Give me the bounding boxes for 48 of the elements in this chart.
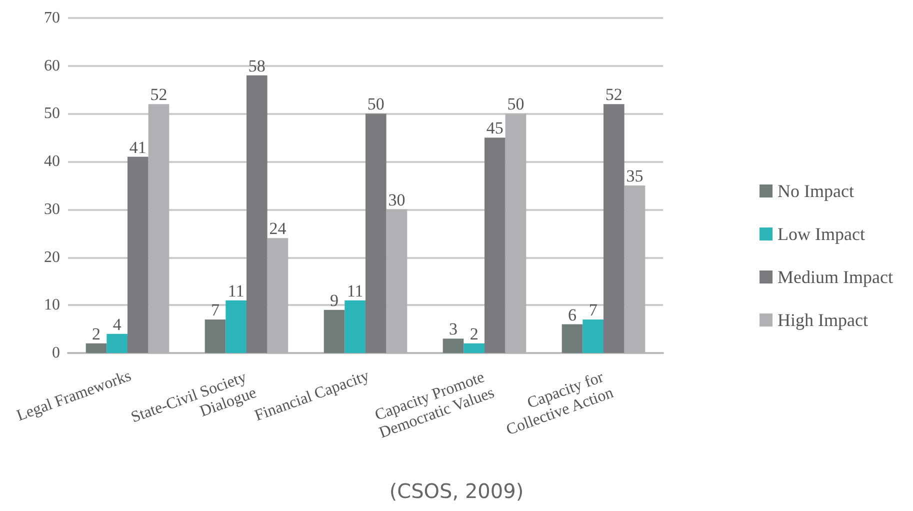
data-label: 52 — [150, 85, 168, 104]
data-label: 2 — [92, 324, 101, 344]
bar — [226, 300, 246, 353]
data-label: 11 — [228, 281, 244, 300]
legend-label: No Impact — [778, 181, 854, 201]
data-label: 7 — [588, 300, 598, 320]
data-label: 58 — [248, 56, 266, 76]
data-label: 41 — [129, 138, 146, 157]
data-label: 9 — [330, 290, 339, 310]
bar — [604, 104, 624, 353]
data-label: 7 — [211, 300, 220, 320]
y-tick-label: 70 — [44, 10, 60, 26]
bar — [246, 75, 268, 353]
data-label: 3 — [449, 320, 458, 339]
bar — [484, 138, 506, 353]
data-label: 35 — [626, 166, 644, 186]
bar — [128, 156, 148, 353]
data-label: 6 — [568, 305, 577, 324]
bar — [442, 338, 464, 353]
y-tick-label: 50 — [44, 105, 60, 122]
data-label: 45 — [486, 118, 504, 138]
y-tick-label: 20 — [44, 248, 60, 266]
bar — [366, 114, 386, 353]
y-tick-label: 0 — [52, 344, 60, 362]
bar — [106, 334, 128, 353]
bar — [464, 343, 484, 353]
data-label: 52 — [605, 85, 622, 104]
data-label: 30 — [388, 190, 406, 210]
bar — [582, 320, 604, 353]
text: (CSOS, 2009) — [389, 479, 524, 503]
legend-label: High Impact — [778, 310, 868, 330]
data-label: 24 — [269, 219, 287, 238]
y-tick-label: 10 — [44, 296, 60, 314]
data-label: 11 — [346, 281, 364, 300]
y-tick-label: 30 — [44, 200, 60, 218]
legend-label: Low Impact — [778, 224, 865, 244]
data-label: 50 — [367, 94, 384, 114]
data-label: 4 — [112, 314, 122, 334]
bar — [344, 300, 366, 353]
data-label: 50 — [507, 94, 524, 114]
legend-label: Medium Impact — [778, 267, 894, 287]
bar — [324, 310, 345, 353]
data-label: 2 — [470, 324, 478, 344]
bar — [86, 343, 107, 353]
bar — [562, 324, 583, 353]
y-tick-label: 40 — [44, 153, 60, 170]
y-tick-label: 60 — [44, 57, 60, 74]
bar — [204, 320, 226, 353]
